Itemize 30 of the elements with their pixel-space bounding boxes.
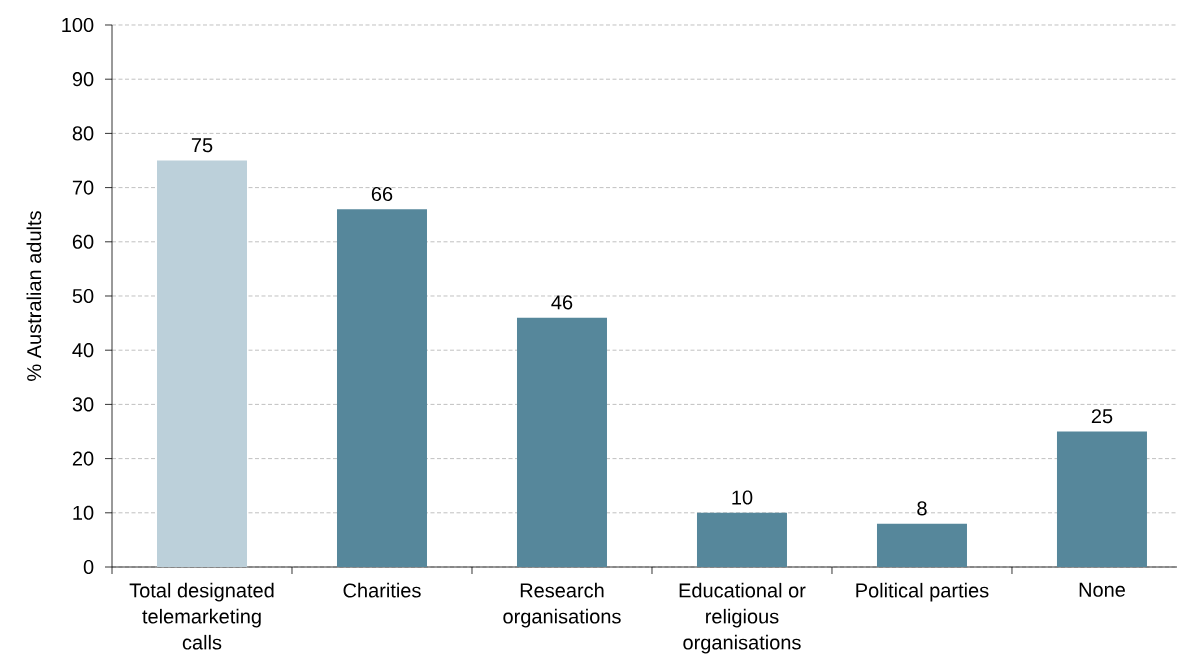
y-tick-label: 30 <box>72 397 94 412</box>
data-label: 25 <box>1091 409 1113 424</box>
bar <box>696 512 787 567</box>
data-label: 46 <box>551 295 573 310</box>
y-axis-title: % Australian adults <box>26 211 42 381</box>
bar <box>876 523 967 567</box>
data-label: 66 <box>371 186 393 202</box>
bar <box>157 160 247 567</box>
y-tick-label: 10 <box>73 505 94 520</box>
bar <box>337 209 427 567</box>
data-label: 10 <box>732 490 753 505</box>
bar <box>516 317 607 567</box>
y-tick-label: 0 <box>83 559 94 575</box>
y-tick-label: 100 <box>62 17 94 33</box>
x-tick-label: Research organisations <box>503 582 621 628</box>
data-label: 8 <box>917 501 927 516</box>
x-tick-label: Political parties <box>856 582 989 602</box>
x-tick-label: Total designated telemarketing calls <box>129 582 274 650</box>
data-label: 75 <box>191 138 213 153</box>
bar <box>1056 431 1147 567</box>
y-tick-label: 90 <box>72 72 94 87</box>
y-tick-label: 50 <box>72 288 94 304</box>
y-tick-label: 20 <box>72 451 94 466</box>
y-tick-label: 60 <box>72 234 94 249</box>
x-tick-label: None <box>1079 582 1125 597</box>
y-tick-label: 80 <box>72 126 94 141</box>
x-tick-label: Educational or religious organisations <box>679 582 806 654</box>
x-tick-label: Charities <box>343 582 421 598</box>
y-tick-label: 70 <box>72 180 94 195</box>
y-tick-label: 40 <box>72 343 94 358</box>
